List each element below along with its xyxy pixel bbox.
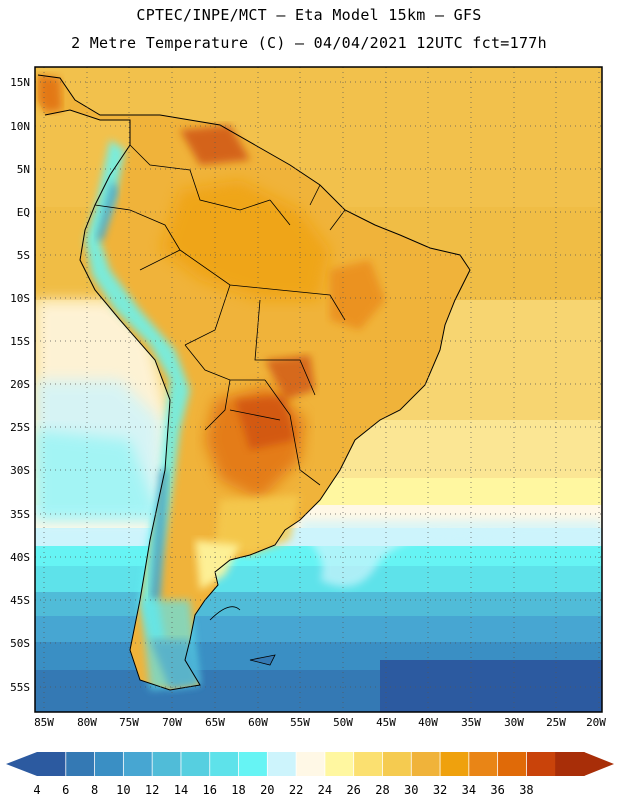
lat-label: 10N: [10, 120, 30, 133]
lon-label: 55W: [290, 716, 310, 729]
lon-label: 45W: [376, 716, 396, 729]
colorbar-label: 38: [519, 783, 533, 797]
lat-label: 30S: [10, 464, 30, 477]
colorbar-swatch: [324, 752, 355, 776]
colorbar-label: 28: [375, 783, 389, 797]
colorbar-label: 30: [404, 783, 418, 797]
lon-label: 25W: [546, 716, 566, 729]
color-scale-bar: 4 6 8 10 12 14 16 18 20 22 24 26 28 30 32 34 36 38: [6, 752, 614, 797]
colorbar-swatch: [123, 752, 153, 776]
lat-label: 55S: [10, 681, 30, 694]
colorbar-label: 20: [260, 783, 274, 797]
colorbar-swatch: [180, 752, 211, 776]
colorbar-swatch: [209, 752, 240, 776]
colorbar-swatch: [440, 752, 470, 776]
colorbar-label: 16: [203, 783, 217, 797]
plot-frame: [34, 66, 603, 713]
lat-label: 35S: [10, 508, 30, 521]
colorbar-label: 24: [318, 783, 332, 797]
colorbar-label: 34: [462, 783, 476, 797]
colorbar-right-arrow: [584, 752, 614, 776]
lon-label: 65W: [205, 716, 225, 729]
temperature-field: [35, 67, 602, 712]
colorbar-swatch: [65, 752, 96, 776]
colorbar-swatch: [411, 752, 441, 776]
colorbar-label: 14: [174, 783, 188, 797]
colorbar-label: 6: [62, 783, 69, 797]
lon-label: 60W: [248, 716, 268, 729]
map-title-line-1: CPTEC/INPE/MCT — Eta Model 15km — GFS: [136, 6, 482, 24]
lat-label: 5S: [17, 249, 30, 262]
lon-label: 85W: [34, 716, 54, 729]
lat-label: 40S: [10, 551, 30, 564]
lat-label: 20S: [10, 378, 30, 391]
colorbar-label: 18: [231, 783, 245, 797]
colorbar-swatch: [152, 752, 182, 776]
colorbar-label: 32: [433, 783, 447, 797]
lat-label: 5N: [17, 163, 30, 176]
colorbar-label: 22: [289, 783, 303, 797]
colorbar-swatch: [526, 752, 556, 776]
lon-label: 20W: [586, 716, 606, 729]
lon-label: 50W: [333, 716, 353, 729]
colorbar-swatch: [382, 752, 412, 776]
colorbar-label: 4: [33, 783, 40, 797]
colorbar-swatch: [238, 752, 268, 776]
colorbar-swatch: [468, 752, 499, 776]
lon-label: 35W: [461, 716, 481, 729]
colorbar-label: 10: [116, 783, 130, 797]
colorbar-swatch: [353, 752, 384, 776]
colorbar-label: 12: [145, 783, 159, 797]
colorbar-left-arrow: [6, 752, 37, 776]
colorbar-label: 26: [346, 783, 360, 797]
colorbar-swatch: [267, 752, 297, 776]
lat-label: EQ: [17, 206, 30, 219]
colorbar-label: 36: [490, 783, 504, 797]
lon-label: 30W: [504, 716, 524, 729]
map-title-line-2: 2 Metre Temperature (C) — 04/04/2021 12U…: [71, 34, 547, 52]
lat-label: 10S: [10, 292, 30, 305]
lat-label: 25S: [10, 421, 30, 434]
lon-label: 40W: [418, 716, 438, 729]
colorbar-swatch: [37, 752, 67, 776]
colorbar-swatch: [497, 752, 528, 776]
longitude-labels: 85W 80W 75W 70W 65W 60W 55W 50W 45W 40W …: [34, 716, 606, 729]
lat-label: 45S: [10, 594, 30, 607]
lat-label: 50S: [10, 637, 30, 650]
colorbar-swatch: [555, 752, 585, 776]
lon-label: 70W: [162, 716, 182, 729]
lon-label: 80W: [77, 716, 97, 729]
lat-label: 15N: [10, 76, 30, 89]
lat-label: 15S: [10, 335, 30, 348]
latitude-labels: 15N 10N 5N EQ 5S 10S 15S 20S 25S 30S 35S…: [10, 76, 30, 694]
colorbar-swatch: [94, 752, 124, 776]
lon-label: 75W: [119, 716, 139, 729]
colorbar-swatch: [296, 752, 326, 776]
colorbar-label: 8: [91, 783, 98, 797]
